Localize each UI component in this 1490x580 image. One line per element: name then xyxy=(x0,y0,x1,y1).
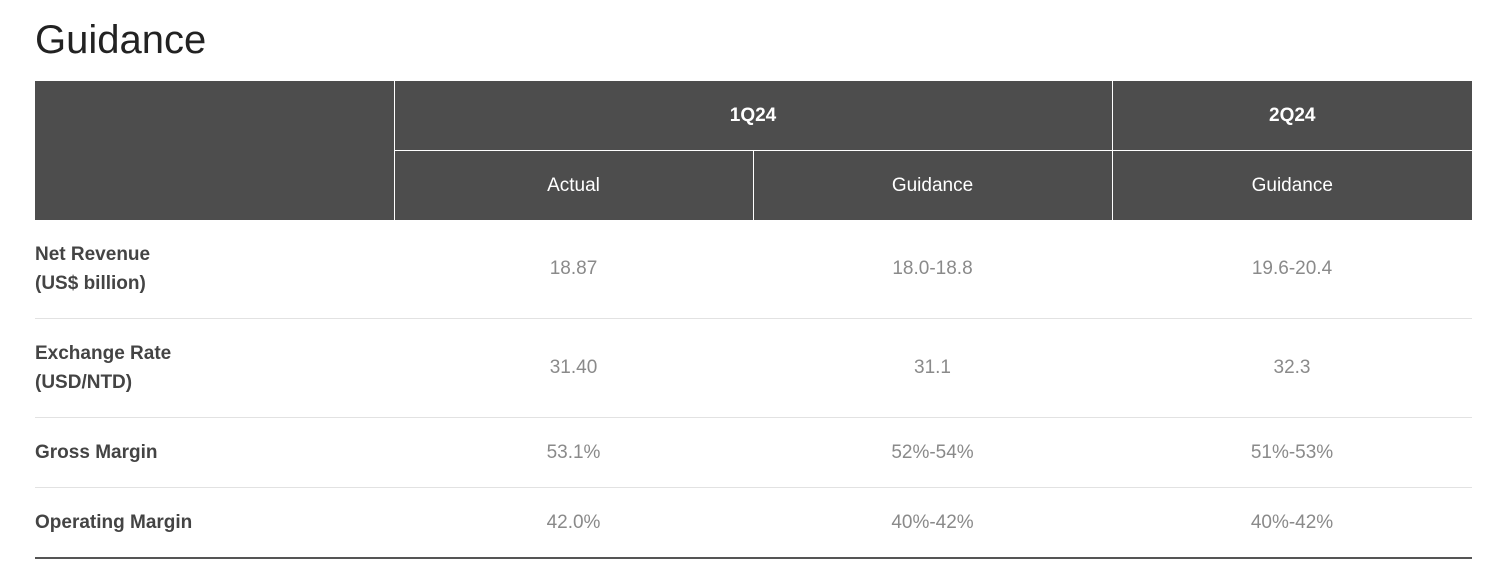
row-label-line: Net Revenue xyxy=(35,244,151,265)
row-label-unit: (USD/NTD) xyxy=(35,372,133,393)
cell-2q24-guidance: 40%-42% xyxy=(1112,487,1473,559)
cell-1q24-actual: 53.1% xyxy=(394,417,753,488)
row-label-operating-margin: Operating Margin xyxy=(35,487,394,559)
cell-1q24-actual: 42.0% xyxy=(394,487,753,559)
row-label-net-revenue: Net Revenue (US$ billion) xyxy=(35,220,394,319)
guidance-table: 1Q24 2Q24 Actual Guidance Guidance Net R… xyxy=(35,81,1473,559)
cell-2q24-guidance: 51%-53% xyxy=(1112,417,1473,488)
table-row-exchange-rate: Exchange Rate (USD/NTD) 31.40 31.1 32.3 xyxy=(35,318,1473,418)
cell-1q24-actual: 18.87 xyxy=(394,220,753,319)
table-row-net-revenue: Net Revenue (US$ billion) 18.87 18.0-18.… xyxy=(35,220,1473,319)
cell-2q24-guidance: 32.3 xyxy=(1112,318,1473,418)
header-2q24: 2Q24 xyxy=(1112,81,1473,151)
table-header: 1Q24 2Q24 Actual Guidance Guidance xyxy=(35,81,1473,220)
row-label-gross-margin: Gross Margin xyxy=(35,417,394,488)
header-corner-cell xyxy=(35,81,395,220)
cell-1q24-guidance: 31.1 xyxy=(753,318,1113,418)
header-1q24: 1Q24 xyxy=(394,81,1113,151)
table-row-operating-margin: Operating Margin 42.0% 40%-42% 40%-42% xyxy=(35,487,1473,559)
page-title: Guidance xyxy=(35,18,207,62)
cell-1q24-guidance: 18.0-18.8 xyxy=(753,220,1113,319)
table-body: Net Revenue (US$ billion) 18.87 18.0-18.… xyxy=(35,220,1473,559)
header-row-periods: 1Q24 2Q24 xyxy=(35,81,1473,220)
header-1q24-actual: Actual xyxy=(394,150,754,220)
cell-1q24-guidance: 52%-54% xyxy=(753,417,1113,488)
cell-2q24-guidance: 19.6-20.4 xyxy=(1112,220,1473,319)
row-label-line: Exchange Rate xyxy=(35,343,172,364)
table-row-gross-margin: Gross Margin 53.1% 52%-54% 51%-53% xyxy=(35,417,1473,488)
cell-1q24-guidance: 40%-42% xyxy=(753,487,1113,559)
header-row-types: Actual Guidance Guidance xyxy=(35,150,1473,220)
cell-1q24-actual: 31.40 xyxy=(394,318,753,418)
row-label-unit: (US$ billion) xyxy=(35,273,146,294)
header-1q24-guidance: Guidance xyxy=(753,150,1113,220)
row-label-exchange-rate: Exchange Rate (USD/NTD) xyxy=(35,318,394,418)
header-2q24-guidance: Guidance xyxy=(1112,150,1473,220)
